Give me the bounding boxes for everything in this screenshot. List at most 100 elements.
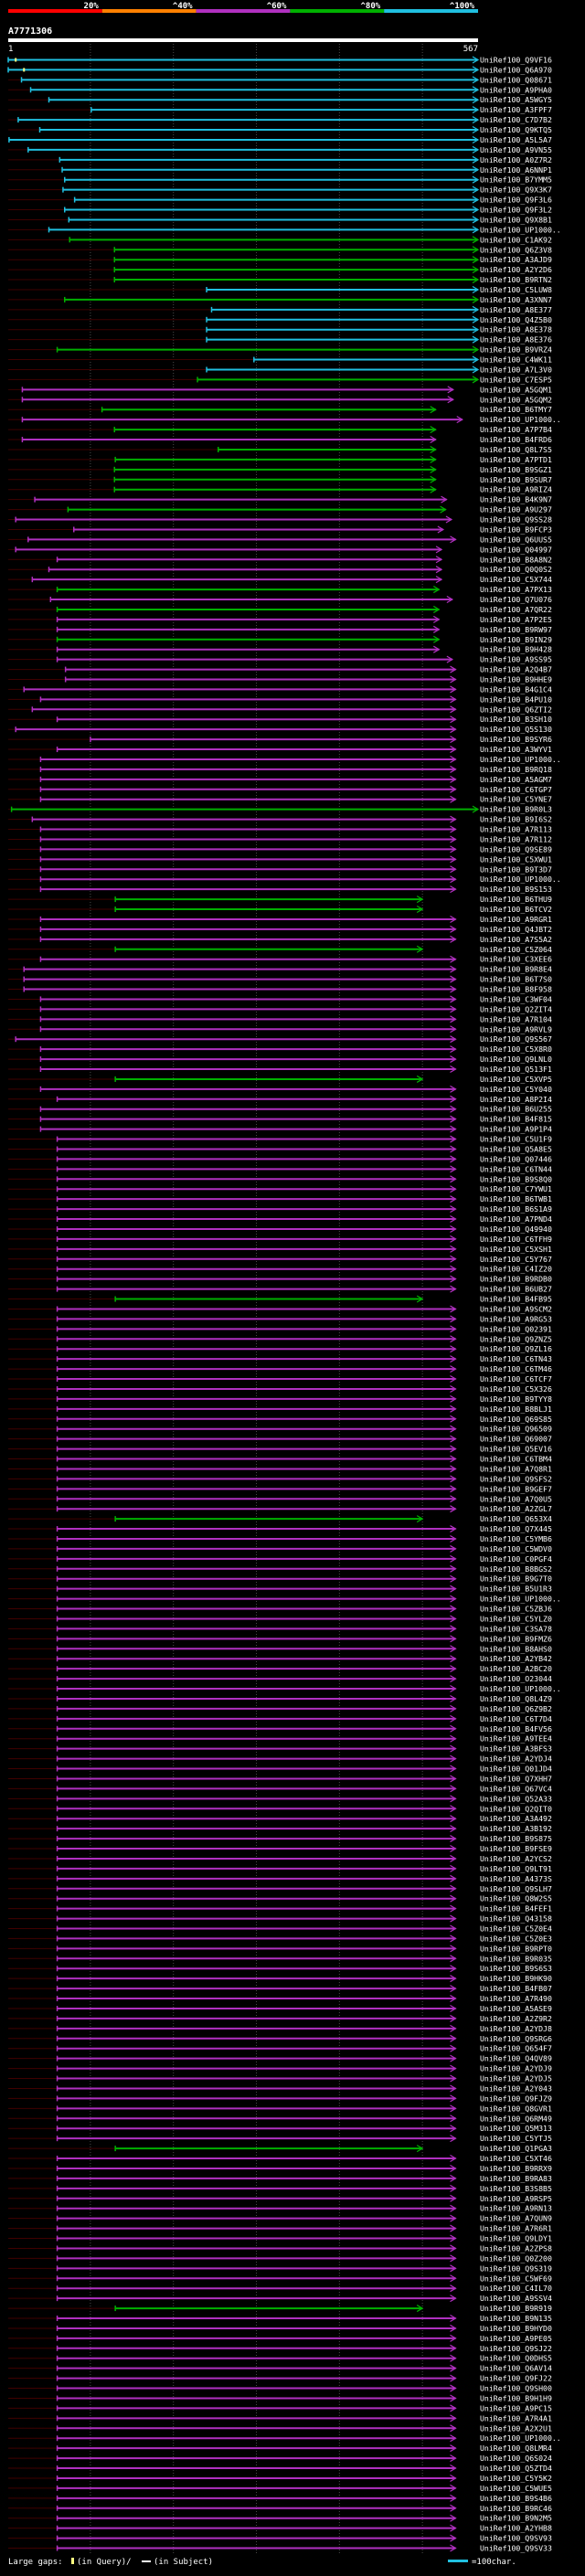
hit-row: UniRef100_Q9FJZ9	[8, 2094, 552, 2103]
hit-row: UniRef100_A9VN55	[8, 145, 552, 154]
hit-id-label: UniRef100_Q69S85	[480, 1415, 552, 1424]
hit-end-arrow	[450, 1704, 457, 1712]
hit-row: UniRef100_C5Y5K2	[8, 2474, 552, 2483]
hit-row: UniRef100_C5WDV0	[8, 1544, 552, 1553]
hit-id-label: UniRef100_Q9S567	[480, 1034, 552, 1044]
hit-end-arrow	[433, 625, 441, 633]
hit-id-label: UniRef100_C5YMB6	[480, 1534, 552, 1543]
hit-end-arrow	[450, 2295, 457, 2303]
hit-row: UniRef100_Q9ZNZ5	[8, 1334, 552, 1343]
hit-id-label: UniRef100_B6THU9	[480, 895, 552, 904]
hit-row: UniRef100_A2Y043	[8, 2083, 552, 2093]
hit-row: UniRef100_B6THU9	[8, 895, 552, 904]
hit-row: UniRef100_A3XNN7	[8, 295, 552, 304]
hit-row: UniRef100_A2ZGL7	[8, 1504, 552, 1513]
hit-row: UniRef100_B9SYR6	[8, 735, 552, 744]
hit-row: UniRef100_C4WK11	[8, 355, 552, 365]
hit-id-label: UniRef100_B9S153	[480, 885, 552, 894]
hit-row: UniRef100_Q6Z3V8	[8, 245, 552, 254]
hit-id-label: UniRef100_Q6A970	[480, 65, 552, 74]
hit-end-arrow	[450, 1085, 457, 1093]
hit-row: UniRef100_Q69007	[8, 1435, 552, 1444]
hit-row: UniRef100_A5ASE9	[8, 2004, 552, 2013]
hit-id-label: UniRef100_A3WYV1	[480, 745, 552, 754]
hit-id-label: UniRef100_B9RRX9	[480, 2164, 552, 2173]
hit-id-label: UniRef100_Q4Z5B0	[480, 315, 552, 324]
legend-scale-bar	[448, 2560, 468, 2562]
hit-row: UniRef100_B4G1C4	[8, 684, 552, 694]
hit-id-label: UniRef100_Q07446	[480, 1154, 552, 1163]
hit-row: UniRef100_C5ZBJ6	[8, 1605, 552, 1614]
hit-row: UniRef100_A2Z9R2	[8, 2014, 552, 2023]
hit-row: UniRef100_C6TM46	[8, 1364, 552, 1373]
hit-id-label: UniRef100_B6TWB1	[480, 1194, 552, 1203]
hit-row: UniRef100_B6T7S0	[8, 975, 552, 984]
hit-row: UniRef100_UP1000..	[8, 875, 561, 884]
hit-row: UniRef100_Q5A8E5	[8, 1144, 552, 1153]
hit-end-arrow	[450, 1175, 457, 1183]
hit-row: UniRef100_C5X326	[8, 1384, 552, 1394]
hit-end-arrow	[472, 345, 480, 354]
hit-row: UniRef100_A3A492	[8, 1814, 552, 1823]
hit-end-arrow	[437, 525, 445, 534]
hit-row: UniRef100_A8P2I4	[8, 1095, 552, 1104]
hit-end-arrow	[450, 2404, 457, 2412]
hit-id-label: UniRef100_B9RPT0	[480, 1944, 552, 1953]
hit-row: UniRef100_Q0Z200	[8, 2253, 552, 2263]
hit-end-arrow	[450, 1475, 457, 1483]
hit-id-label: UniRef100_Q08671	[480, 75, 552, 84]
hit-id-label: UniRef100_C6T7D4	[480, 1714, 552, 1723]
hit-end-arrow	[435, 566, 443, 574]
hit-end-arrow	[450, 685, 457, 694]
hit-id-label: UniRef100_B9FMZ6	[480, 1634, 552, 1643]
hit-id-label: UniRef100_Q2ZIT4	[480, 1004, 552, 1013]
hit-id-label: UniRef100_C0PGF4	[480, 1554, 552, 1564]
hit-end-arrow	[450, 2344, 457, 2352]
hit-end-arrow	[450, 1035, 457, 1044]
hit-id-label: UniRef100_A9RSP5	[480, 2194, 552, 2203]
hit-row: UniRef100_Q4QV89	[8, 2054, 552, 2063]
hit-end-arrow	[450, 2094, 457, 2103]
hit-end-arrow	[450, 1874, 457, 1882]
hit-id-label: UniRef100_A3BFS3	[480, 1744, 552, 1754]
hit-end-arrow	[472, 86, 480, 94]
hit-id-label: UniRef100_C7YWU1	[480, 1184, 552, 1193]
hit-row: UniRef100_C6T7D4	[8, 1714, 552, 1723]
hit-id-label: UniRef100_C5Y5K2	[480, 2474, 552, 2483]
hit-end-arrow	[450, 1675, 457, 1683]
hit-row: UniRef100_Q6AV14	[8, 2364, 552, 2373]
hit-id-label: UniRef100_A9VN55	[480, 145, 552, 154]
hit-row: UniRef100_B9S4B6	[8, 2494, 552, 2503]
hit-end-arrow	[450, 2364, 457, 2372]
hit-end-arrow	[450, 695, 457, 704]
hit-id-label: UniRef100_C3XEE6	[480, 955, 552, 964]
hit-row: UniRef100_B9RA83	[8, 2174, 552, 2183]
hit-end-arrow	[450, 1365, 457, 1373]
hit-end-arrow	[472, 165, 480, 174]
hit-id-label: UniRef100_A7R104	[480, 1014, 552, 1023]
hit-row: UniRef100_A7P7B4	[8, 425, 552, 434]
hit-end-arrow	[433, 635, 441, 643]
hit-end-arrow	[450, 1145, 457, 1153]
hit-end-arrow	[450, 1754, 457, 1763]
hit-row: UniRef100_A9P1P4	[8, 1125, 552, 1134]
hit-id-label: UniRef100_A2YDJ9	[480, 2064, 552, 2073]
hit-id-label: UniRef100_C4WK11	[480, 355, 552, 365]
hit-row: UniRef100_A7QR22	[8, 605, 552, 614]
hit-id-label: UniRef100_B9G7T0	[480, 1574, 552, 1584]
hit-end-arrow	[450, 1924, 457, 1933]
hit-end-arrow	[472, 355, 480, 364]
hit-end-arrow	[433, 586, 441, 594]
hit-row: UniRef100_Q9SH00	[8, 2384, 552, 2393]
hit-id-label: UniRef100_A9SSV4	[480, 2294, 552, 2303]
hit-id-label: UniRef100_B9S4B6	[480, 2494, 552, 2503]
hit-end-arrow	[450, 1345, 457, 1353]
hit-row: UniRef100_A3B192	[8, 1824, 552, 1833]
hit-end-arrow	[450, 1375, 457, 1383]
hit-end-arrow	[430, 436, 437, 444]
hit-row: UniRef100_B9RQ18	[8, 765, 552, 774]
hit-end-arrow	[472, 325, 480, 334]
hit-id-label: UniRef100_Q5M313	[480, 2124, 552, 2133]
hit-end-arrow	[450, 1195, 457, 1203]
